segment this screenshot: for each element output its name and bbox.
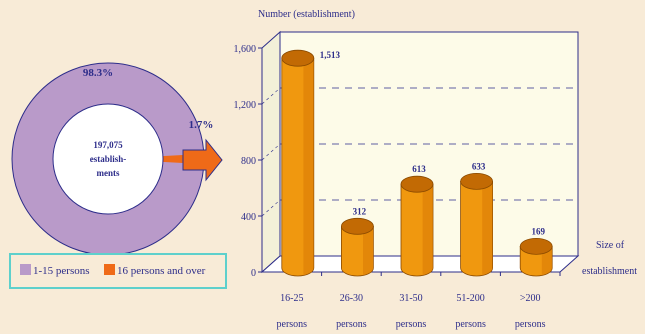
bar: 613 (400, 164, 434, 277)
bar-top (519, 237, 553, 255)
bar-value-label: 312 (353, 206, 367, 216)
x-tick-label: >200 (520, 293, 541, 304)
donut-center-count: 197,075 (93, 140, 123, 150)
x-tick-label: 31-50 (399, 293, 422, 304)
bar-shade (422, 184, 433, 276)
bar-shade (363, 226, 374, 276)
y-tick-label: 400 (241, 212, 256, 223)
x-tick-label: 26-30 (340, 293, 363, 304)
x-axis-title-line1: Size of (596, 240, 625, 251)
x-axis-ticks: 16-25 persons 26-30 persons 31-50 persons 51-2… (277, 272, 561, 330)
x-tick-label: persons (336, 319, 367, 330)
bar-shade (303, 58, 314, 276)
right-arrow-icon (182, 138, 223, 182)
legend-swatch-large (104, 264, 115, 275)
x-tick-label: persons (277, 319, 308, 330)
bar-value-label: 613 (412, 164, 426, 174)
x-tick-label: 51-200 (456, 293, 484, 304)
y-axis-ticks: 0 400 800 1,200 1,600 (234, 44, 262, 279)
x-tick-label: 16-25 (280, 293, 303, 304)
donut-pct-minor: 1.7% (189, 119, 214, 131)
donut-center-line3: ments (97, 168, 120, 178)
y-tick-label: 0 (251, 268, 256, 279)
bar: 312 (340, 206, 374, 277)
donut-pct-main: 98.3% (83, 67, 113, 79)
bar-value-label: 1,513 (320, 50, 341, 60)
grid-line-side (261, 143, 281, 161)
bar-top (340, 217, 374, 235)
bar-top (460, 172, 494, 190)
donut-center-line2: establish- (90, 154, 127, 164)
legend: 1-15 persons 16 persons and over (9, 253, 227, 289)
bar: 169 (519, 226, 553, 277)
bar: 633 (460, 161, 494, 277)
y-tick-label: 1,200 (234, 100, 257, 111)
bar: 1,513 (281, 49, 341, 277)
legend-label-large: 16 persons and over (117, 265, 206, 277)
x-tick-label: persons (455, 319, 486, 330)
grid-line-side (261, 87, 281, 105)
chart-bars: 1,513 312 613 633 169 (281, 49, 553, 277)
y-axis-title: Number (establishment) (258, 9, 355, 20)
donut-chart: 197,075 establish- ments 98.3% 1.7% (11, 62, 214, 256)
x-axis-title-line2: establishment (582, 266, 637, 277)
bar-value-label: 633 (472, 161, 486, 171)
legend-label-small: 1-15 persons (33, 265, 90, 277)
y-tick-label: 800 (241, 156, 256, 167)
bar-top (281, 49, 315, 67)
legend-item-large: 16 persons and over (104, 264, 205, 277)
y-tick-label: 1,600 (234, 44, 257, 55)
x-tick-label: persons (396, 319, 427, 330)
donut-hole (52, 103, 164, 215)
bar-value-label: 169 (531, 226, 545, 236)
legend-swatch-small (20, 264, 31, 275)
legend-item-small: 1-15 persons (20, 264, 90, 277)
grid-line-side (261, 199, 281, 217)
bar-top (400, 175, 434, 193)
bar-shade (482, 181, 493, 276)
bar-chart: 1,513 312 613 633 169 0 400 800 1,200 1,600 16-2… (234, 9, 638, 330)
x-tick-label: persons (515, 319, 546, 330)
